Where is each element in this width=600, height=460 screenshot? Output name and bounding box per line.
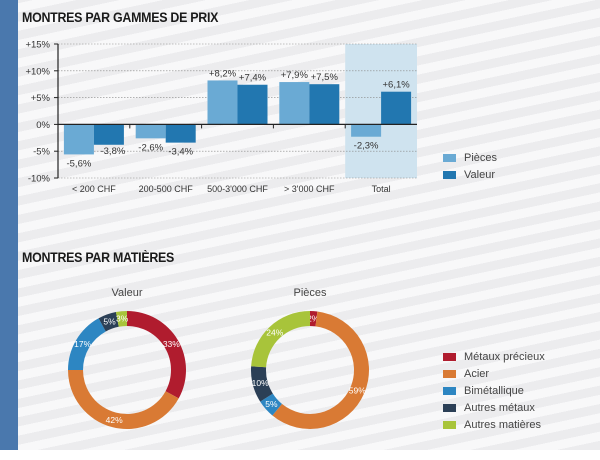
- bar-pieces: [279, 82, 310, 125]
- x-tick-label: < 200 CHF: [72, 184, 116, 194]
- legend-swatch: [443, 369, 456, 378]
- legend-item: Autres matières: [443, 416, 545, 433]
- y-tick-label: +15%: [25, 40, 50, 51]
- bar-value-label: -2,3%: [354, 141, 379, 152]
- legend-swatch: [443, 420, 456, 429]
- sidebar-accent: [0, 0, 18, 450]
- bar-value-label: -5,6%: [66, 158, 91, 169]
- donut-label: 2%: [307, 314, 320, 324]
- bar-value-label: +7,4%: [239, 73, 267, 84]
- legend-swatch: [443, 386, 456, 395]
- donut-label: 5%: [103, 317, 116, 327]
- legend-label-valeur: Valeur: [464, 168, 495, 181]
- legend-item: Acier: [443, 365, 545, 382]
- donut-segment: [127, 311, 186, 399]
- bar-value-label: -3,4%: [168, 147, 193, 158]
- bar-value-label: +7,5%: [311, 72, 339, 83]
- donut-segment: [260, 393, 282, 416]
- bar-valeur: [309, 84, 340, 125]
- bar-value-label: +7,9%: [281, 70, 309, 81]
- striped-background: [18, 0, 600, 450]
- legend-item-pieces: Pièces: [443, 149, 497, 166]
- donut-segment: [115, 311, 127, 327]
- donut-label: 33%: [163, 339, 180, 349]
- legend-label: Autres matières: [464, 418, 542, 431]
- legend-item: Bimétallique: [443, 382, 545, 399]
- legend-label: Acier: [464, 367, 490, 380]
- donut-segment: [68, 318, 106, 370]
- x-tick-label: > 3'000 CHF: [284, 184, 335, 194]
- donut-segment: [310, 311, 318, 327]
- bar-pieces: [351, 124, 382, 137]
- donut-label: 5%: [265, 399, 278, 409]
- y-tick-label: -10%: [28, 174, 51, 185]
- donut-label: 10%: [252, 378, 269, 388]
- pie-chart-title: MONTRES PAR MATIÈRES: [22, 250, 175, 265]
- material-legend: Métaux précieux Acier Bimétallique Autres m…: [443, 348, 545, 433]
- x-tick-label: 500-3'000 CHF: [207, 184, 268, 194]
- legend-swatch-pieces: [443, 153, 456, 162]
- donut-subtitle: Valeur: [112, 287, 143, 299]
- bar-legend: Pièces Valeur: [443, 149, 497, 183]
- legend-swatch-valeur: [443, 170, 456, 179]
- donut-segment: [98, 312, 119, 332]
- bar-value-label: -2,6%: [138, 142, 163, 153]
- bar-valeur: [165, 124, 196, 143]
- donut-label: 3%: [116, 314, 129, 324]
- legend-label: Autres métaux: [464, 401, 535, 414]
- bar-value-label: +8,2%: [209, 68, 237, 79]
- bar-valeur: [237, 84, 268, 125]
- donut-label: 42%: [106, 415, 123, 425]
- x-tick-label: Total: [372, 184, 391, 194]
- bar-value-label: +6,1%: [382, 80, 410, 91]
- legend-swatch: [443, 352, 456, 361]
- legend-item: Métaux précieux: [443, 348, 545, 365]
- bar-pieces: [135, 124, 166, 139]
- donut-segment: [251, 311, 310, 368]
- bar-pieces: [63, 124, 94, 155]
- donut-label: 59%: [349, 385, 366, 395]
- bar-valeur: [381, 91, 412, 125]
- bar-chart-title: MONTRES PAR GAMMES DE PRIX: [22, 10, 219, 25]
- y-tick-label: +10%: [25, 66, 50, 77]
- legend-item-valeur: Valeur: [443, 166, 497, 183]
- bar-pieces: [207, 80, 238, 125]
- bar-value-label: -3,8%: [100, 146, 125, 157]
- donut-label: 24%: [266, 327, 283, 337]
- donut-segment: [251, 366, 273, 402]
- donut-segment: [272, 311, 369, 429]
- legend-label: Bimétallique: [464, 384, 524, 397]
- legend-label: Métaux précieux: [464, 350, 545, 363]
- bar-valeur: [93, 124, 124, 145]
- y-tick-label: 0%: [36, 120, 50, 131]
- y-tick-label: -5%: [33, 147, 50, 158]
- donut-segment: [68, 370, 179, 429]
- legend-label-pieces: Pièces: [464, 151, 498, 164]
- x-tick-label: 200-500 CHF: [139, 184, 194, 194]
- donut-subtitle: Pièces: [293, 287, 327, 299]
- legend-swatch: [443, 403, 456, 412]
- bar-chart: +15% +10% +5% 0% -5% -10% -5,6% -3,8% < 200 CHF -…: [25, 40, 417, 194]
- y-tick-label: +5%: [31, 93, 51, 104]
- donut-label: 17%: [74, 339, 91, 349]
- legend-item: Autres métaux: [443, 399, 545, 416]
